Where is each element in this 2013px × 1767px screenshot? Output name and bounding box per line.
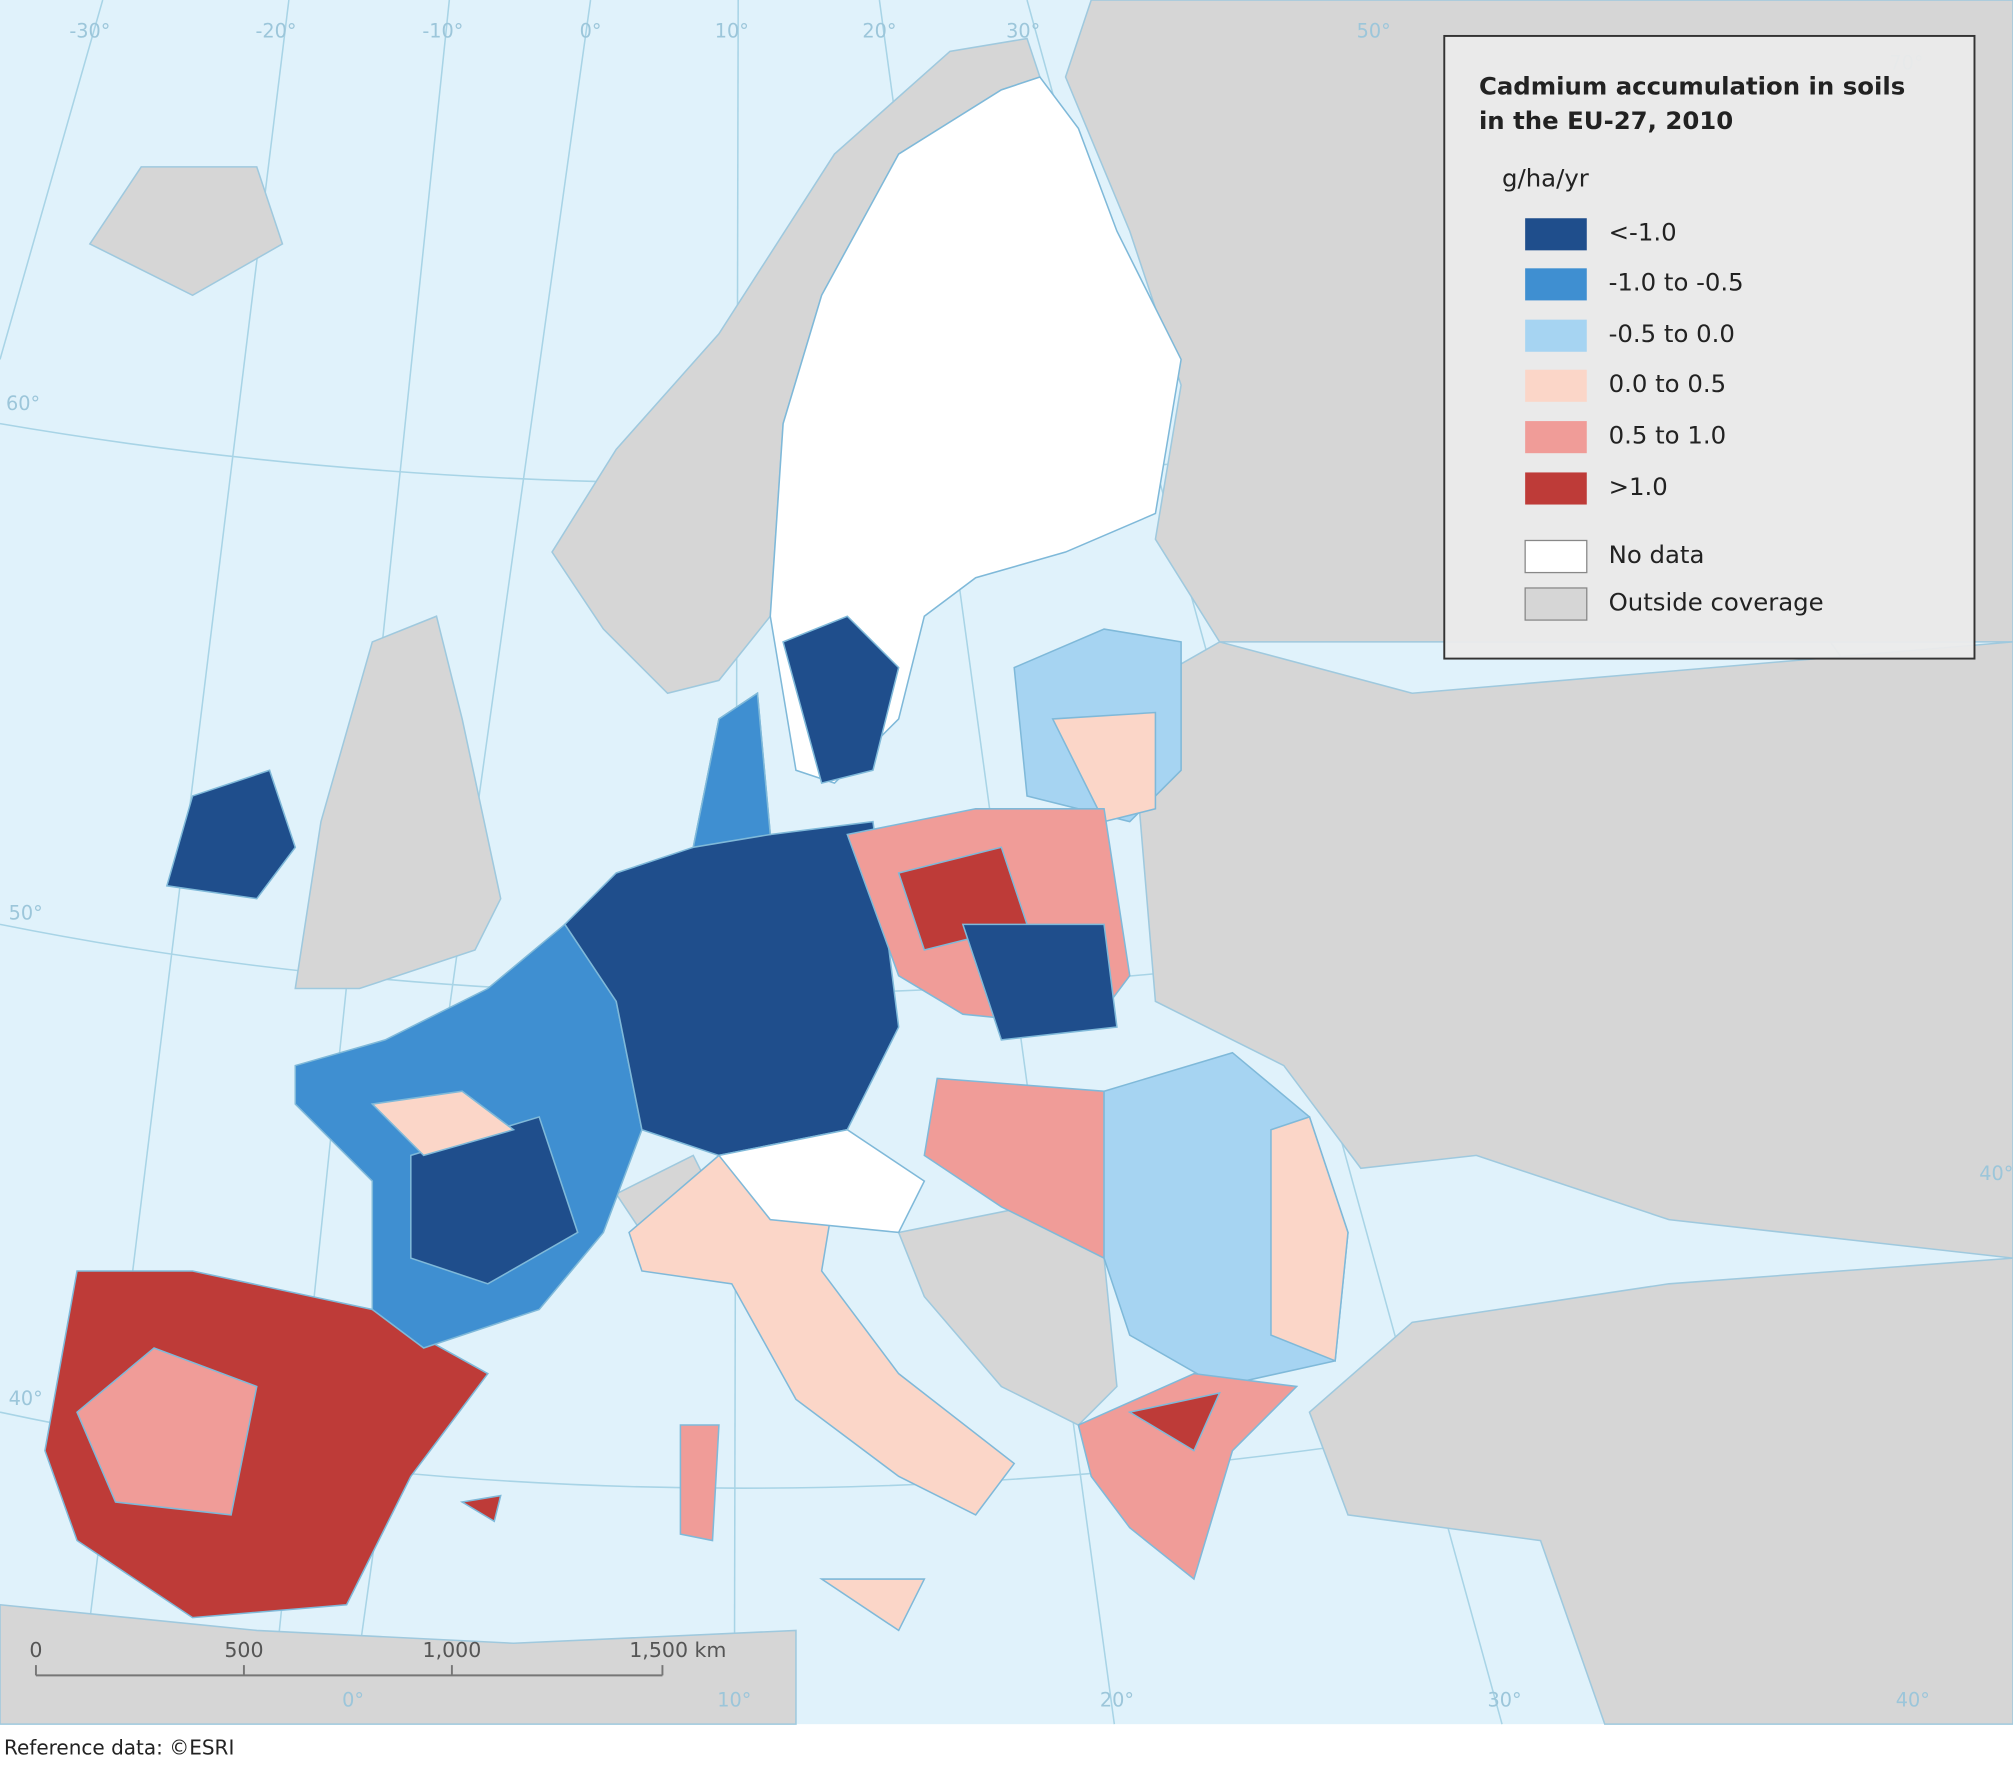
legend-label: <-1.0 (1609, 218, 1677, 247)
legend-swatch (1525, 268, 1587, 301)
legend-swatch (1524, 587, 1588, 621)
legend-unit: g/ha/yr (1502, 164, 1590, 193)
scale-label: 1,000 (423, 1638, 482, 1662)
legend-label: >1.0 (1609, 472, 1668, 501)
region (782, 615, 900, 785)
graticule-label: 40° (1896, 1689, 1930, 1712)
graticule-label: 50° (1357, 20, 1391, 43)
region (1127, 1391, 1221, 1452)
graticule-label: 40° (1979, 1162, 2013, 1185)
legend-title: in the EU-27, 2010 (1479, 106, 1733, 135)
legend-label: No data (1609, 540, 1705, 569)
graticule-label: 0° (580, 20, 602, 43)
region (717, 1128, 926, 1234)
legend-label: 0.0 to 0.5 (1609, 369, 1727, 398)
region (459, 1494, 502, 1523)
legend-swatch (1524, 539, 1588, 574)
graticule-label: 30° (1488, 1689, 1522, 1712)
region (923, 1077, 1105, 1260)
graticule-label: 20° (1100, 1689, 1134, 1712)
region (370, 1090, 516, 1157)
scale-label: 0 (29, 1638, 42, 1662)
region (1077, 1372, 1299, 1581)
scale-label: 500 (224, 1638, 263, 1662)
region (692, 691, 772, 849)
region (679, 1424, 720, 1542)
graticule-label: -20° (255, 20, 296, 43)
legend-label: 0.5 to 1.0 (1609, 420, 1727, 449)
graticule-label: -30° (69, 20, 110, 43)
graticule-label: 0° (342, 1689, 364, 1712)
legend-swatch (1525, 218, 1587, 251)
footer: Reference data: ©ESRI (4, 1736, 234, 1760)
graticule-label: 10° (717, 1689, 751, 1712)
scale-label: 1,500 km (629, 1638, 726, 1662)
eu-land (44, 76, 1349, 1632)
region (76, 1347, 258, 1516)
graticule-label: 40° (9, 1387, 43, 1410)
legend-label: Outside coverage (1609, 587, 1824, 616)
region (1270, 1115, 1349, 1362)
graticule-label: 60° (6, 392, 40, 415)
legend-swatch (1525, 369, 1587, 402)
graticule-label: 10° (715, 20, 749, 43)
legend-swatch (1525, 472, 1587, 505)
legend-label: -1.0 to -0.5 (1609, 268, 1744, 297)
graticule-label: 20° (862, 20, 896, 43)
legend-title: Cadmium accumulation in soils (1479, 71, 1905, 100)
map: -30°-20°-10°0°10°20°30°50°70°60°50°40°0°… (0, 0, 2013, 1725)
region (819, 1578, 926, 1632)
graticule-label: -10° (422, 20, 463, 43)
region (410, 1115, 579, 1285)
graticule-label: 50° (9, 902, 43, 925)
legend-swatch (1525, 421, 1587, 454)
region (165, 769, 297, 900)
legend-swatch (1525, 319, 1587, 352)
legend-label: -0.5 to 0.0 (1609, 319, 1735, 348)
graticule-label: 30° (1006, 20, 1040, 43)
legend: Cadmium accumulation in soils in the EU-2… (1443, 34, 1976, 660)
region (1051, 711, 1157, 823)
region (961, 923, 1118, 1041)
